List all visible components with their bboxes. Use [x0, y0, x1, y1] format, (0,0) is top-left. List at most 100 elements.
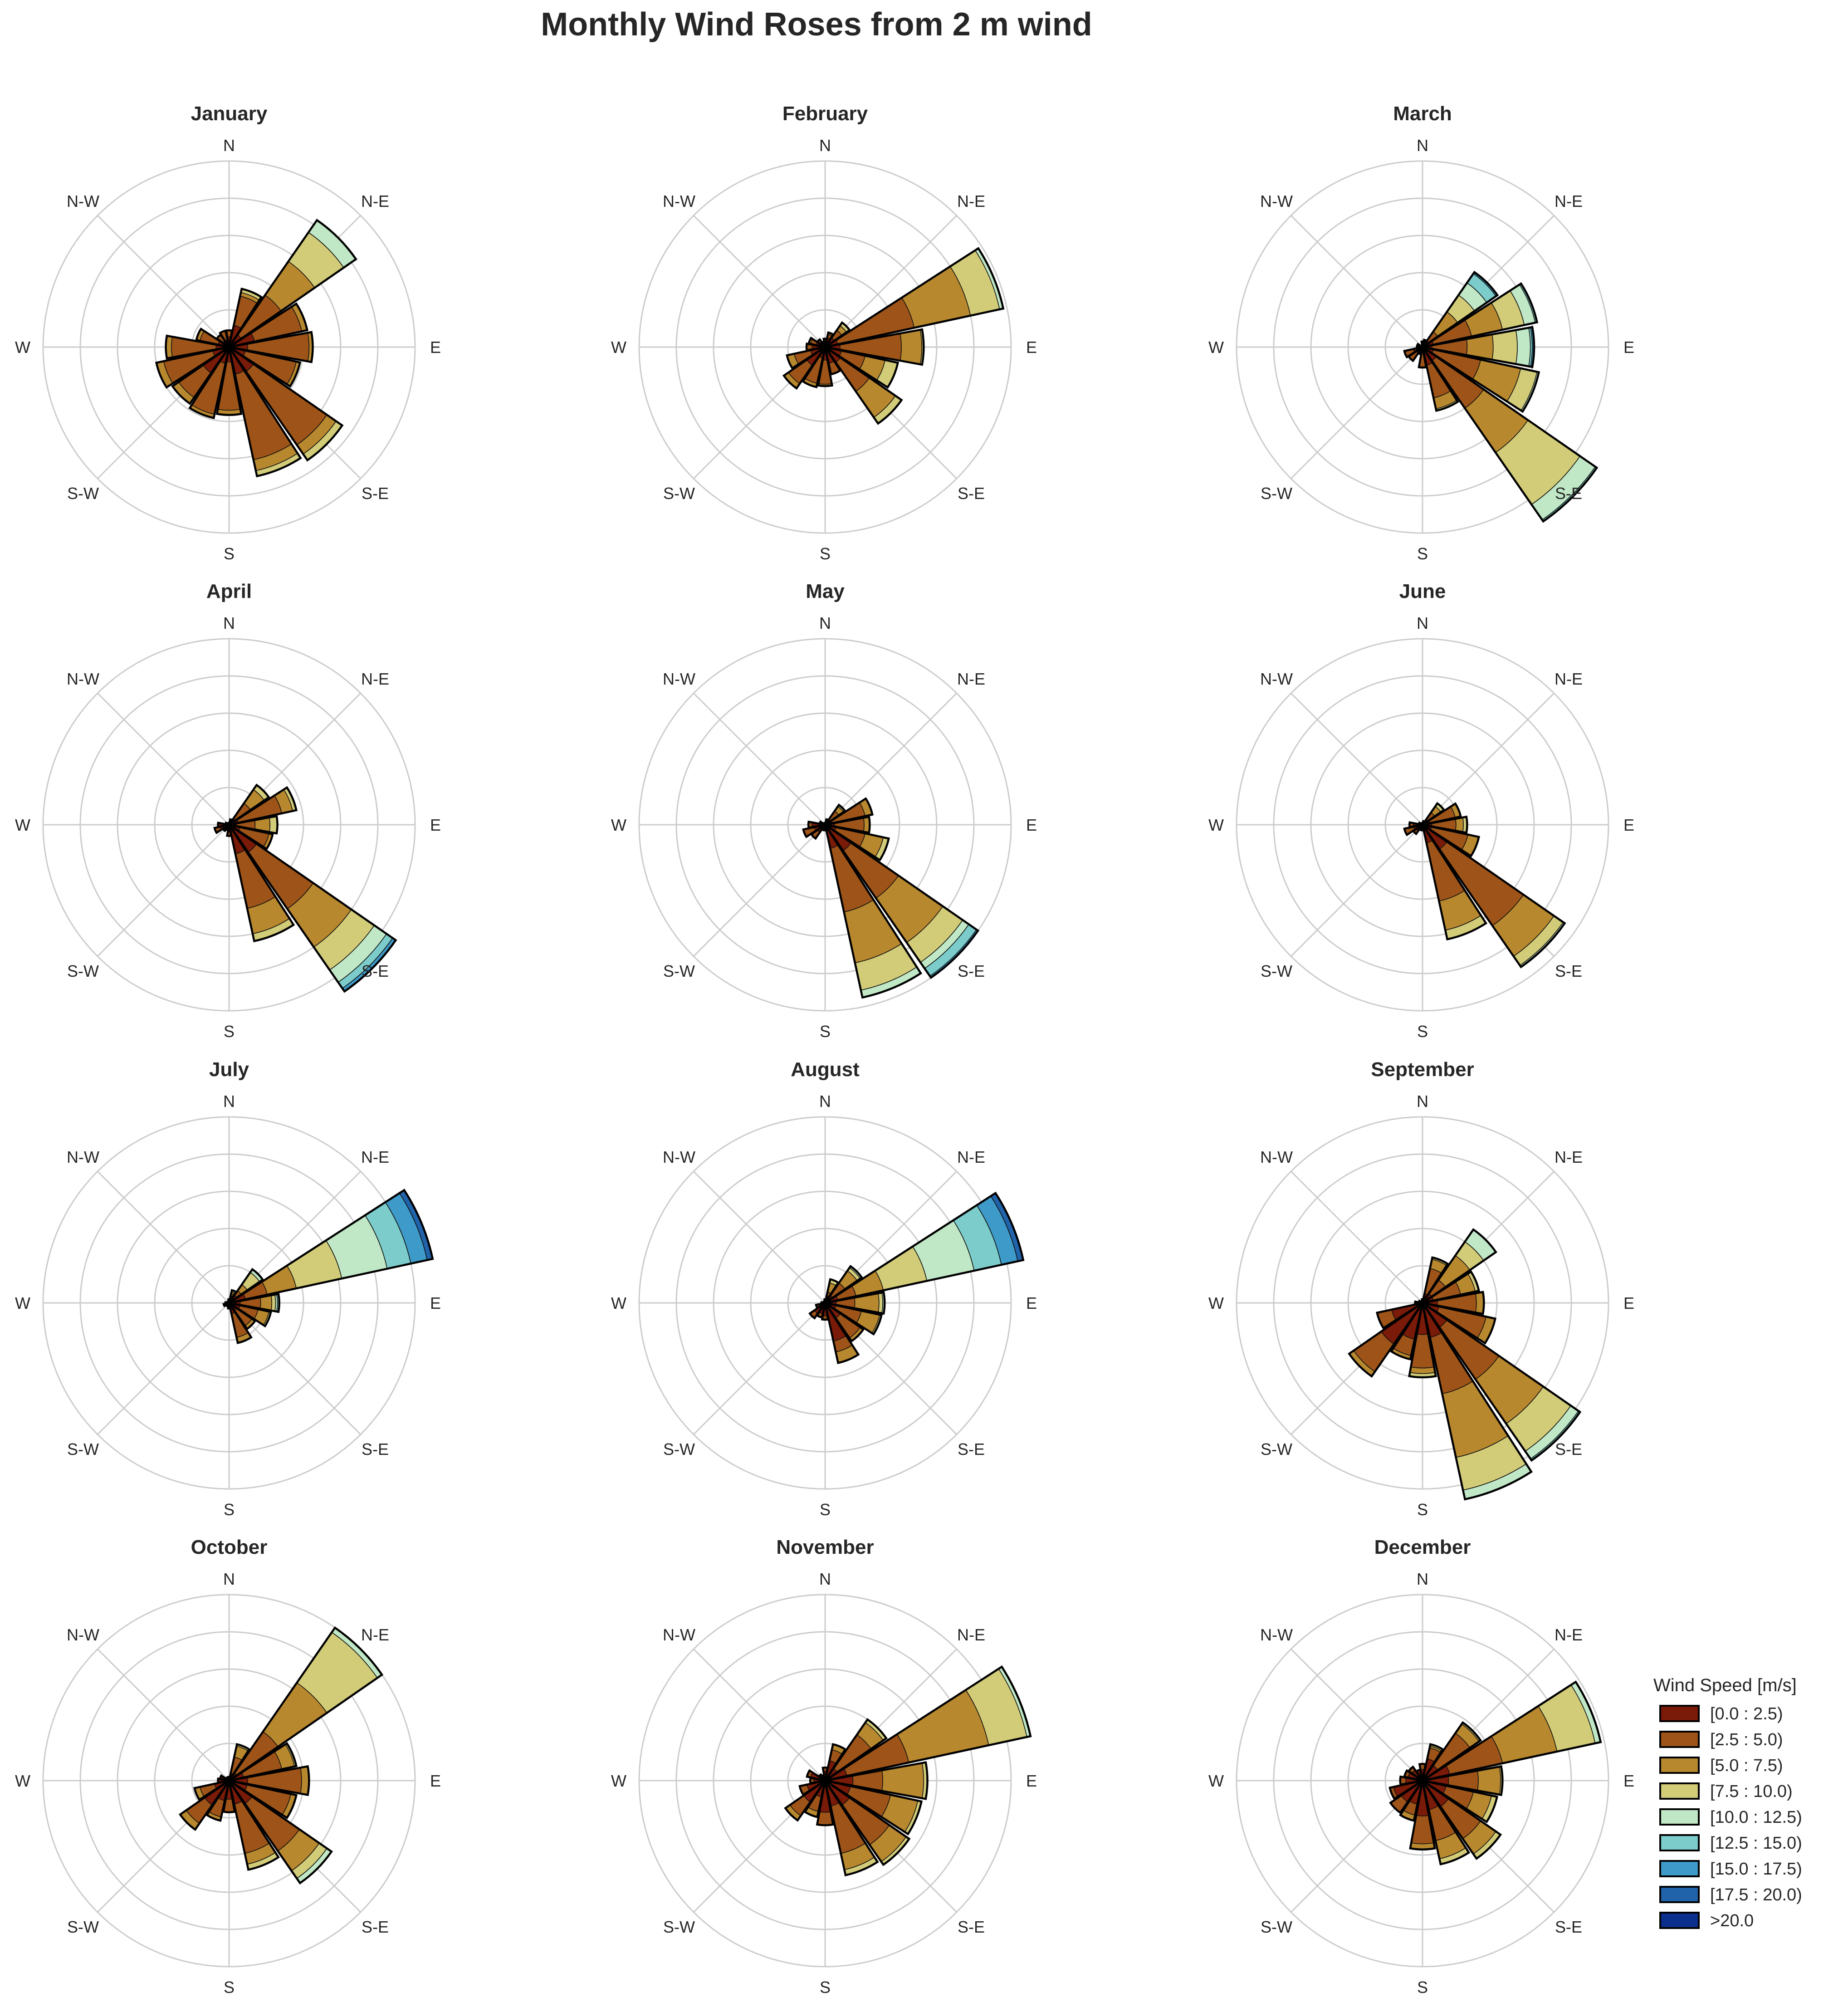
direction-label: N [1417, 614, 1428, 632]
direction-label: W [1208, 816, 1224, 834]
wind-rose-november: N N-E E S-E S S-W W N-W November [611, 1536, 1037, 1997]
direction-label: N [223, 614, 235, 632]
direction-label: S-W [1261, 1918, 1292, 1936]
petal-segment [1455, 817, 1464, 833]
direction-label: N-E [1555, 1148, 1583, 1166]
direction-label: S [1417, 1500, 1428, 1519]
direction-label: N [819, 614, 831, 632]
subplot-title: March [1393, 103, 1452, 125]
direction-label: N-W [663, 192, 695, 210]
petal-outline [1422, 346, 1540, 413]
direction-label: S-E [1555, 1918, 1582, 1936]
direction-label: W [1208, 1772, 1224, 1790]
subplot-title: June [1399, 580, 1446, 602]
direction-label: S-W [1261, 484, 1292, 503]
petal-outline [229, 331, 314, 363]
direction-label: S-E [1555, 484, 1582, 503]
petal-outline [1422, 824, 1566, 969]
direction-label: S [1417, 544, 1428, 563]
petal-outline [1422, 1228, 1497, 1304]
direction-label: S [820, 1022, 831, 1041]
angular-gridline [693, 1302, 826, 1435]
petal-outline [1422, 326, 1535, 368]
wind-rose-march: N N-E E S-E S S-W W N-W March [1208, 103, 1634, 563]
direction-label: N [223, 1570, 235, 1588]
petal-outline [1420, 344, 1424, 348]
legend-label: [17.5 : 20.0) [1710, 1885, 1802, 1904]
direction-label: N-W [67, 670, 99, 688]
legend-swatch [1659, 1782, 1700, 1800]
direction-label: N-W [1260, 670, 1293, 688]
wind-rose-september: N N-E E S-E S S-W W N-W September [1208, 1058, 1634, 1519]
petal-outline [824, 1780, 911, 1866]
petal-outline [824, 247, 1005, 348]
petal-outline [1421, 824, 1488, 941]
petal-outline [225, 1776, 230, 1782]
petal-outline [1422, 1680, 1602, 1782]
petal-outline [824, 1665, 1032, 1782]
direction-label: S-E [1555, 1440, 1582, 1459]
legend-label: >20.0 [1710, 1911, 1754, 1930]
direction-label: N-E [957, 192, 985, 210]
direction-label: W [15, 1772, 30, 1790]
petal-outline [1422, 1302, 1496, 1345]
direction-label: N-W [1260, 1625, 1293, 1644]
direction-label: E [1623, 1294, 1634, 1312]
wind-rose-april: N N-E E S-E S S-W W N-W April [15, 580, 441, 1041]
direction-label: W [15, 1294, 30, 1312]
wind-rose-may: N N-E E S-E S S-W W N-W May [611, 580, 1037, 1041]
direction-label: N-W [1260, 1148, 1293, 1166]
direction-label: W [1208, 338, 1224, 357]
direction-label: N-W [67, 1625, 99, 1644]
petal-outline [226, 1300, 230, 1304]
petal-outline [228, 302, 308, 348]
petal-outline [1409, 1780, 1436, 1850]
direction-label: S [1417, 1022, 1428, 1041]
direction-label: E [1026, 338, 1037, 357]
petal-outline [825, 1761, 929, 1800]
subplot-title: November [776, 1536, 874, 1558]
petal-outline [1421, 1302, 1533, 1501]
petal-outline [1422, 282, 1539, 348]
direction-label: N-W [67, 192, 99, 210]
petal-outline [824, 1779, 923, 1836]
angular-gridline [824, 693, 957, 826]
petal-outline [165, 334, 230, 360]
direction-label: S-W [663, 962, 695, 980]
direction-label: S-W [663, 1440, 695, 1459]
direction-label: N [819, 1570, 831, 1588]
petal-outline [1422, 1721, 1482, 1782]
direction-label: E [1026, 816, 1037, 834]
direction-label: N [1417, 136, 1428, 155]
petal-outline [1422, 346, 1599, 523]
petal-outline [1421, 1780, 1471, 1866]
petal-segment [1409, 1366, 1436, 1374]
petal-outline [824, 346, 899, 389]
direction-label: W [611, 1772, 626, 1790]
angular-gridline [1291, 215, 1423, 348]
direction-label: W [611, 816, 626, 834]
petal-outline [1422, 1765, 1504, 1797]
petal-outline [821, 340, 826, 348]
direction-label: N-E [361, 1148, 389, 1166]
wind-rose-august: N N-E E S-E S S-W W N-W August [611, 1058, 1037, 1519]
petal-outline [228, 824, 397, 993]
petal-outline [1421, 346, 1459, 412]
direction-label: S [224, 544, 235, 563]
direction-label: N-E [1555, 670, 1583, 688]
legend-swatch [1659, 1731, 1700, 1748]
angular-gridline [97, 824, 230, 957]
angular-gridline [97, 1171, 230, 1304]
petal-outline [825, 328, 925, 366]
petal-outline [188, 346, 230, 419]
angular-gridline [693, 215, 826, 348]
direction-label: S [820, 1500, 831, 1519]
direction-label: N-E [1555, 1625, 1583, 1644]
direction-label: N-E [361, 192, 389, 210]
petal-outline [821, 1774, 826, 1782]
petal-outline [1408, 1302, 1437, 1379]
petal-outline [229, 1765, 310, 1797]
angular-gridline [97, 1649, 230, 1782]
petal-outline [155, 346, 230, 389]
